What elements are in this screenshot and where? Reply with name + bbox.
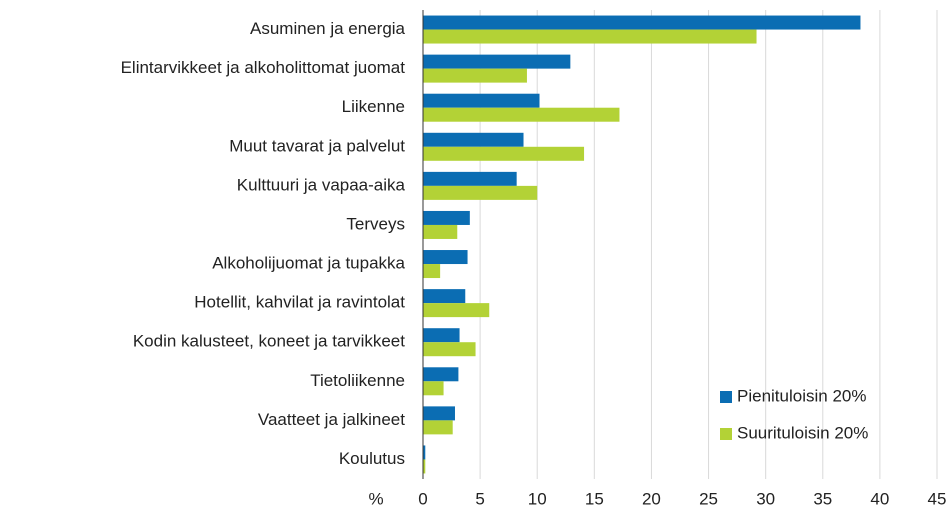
y-tick-label: Elintarvikkeet ja alkoholittomat juomat	[121, 58, 406, 77]
bar	[423, 303, 490, 318]
y-tick-label: Kodin kalusteet, koneet ja tarvikkeet	[133, 332, 405, 351]
x-axis-label: %	[368, 489, 383, 508]
bar	[423, 420, 453, 435]
bar	[423, 381, 444, 396]
bar	[423, 146, 585, 161]
x-tick-label: 0	[418, 489, 427, 508]
legend-label: Pienituloisin 20%	[737, 386, 866, 405]
x-tick-label: 30	[756, 489, 775, 508]
x-tick-label: 25	[699, 489, 718, 508]
bar	[423, 367, 459, 382]
bar	[423, 342, 476, 357]
bar	[423, 250, 468, 265]
x-tick-label: 40	[870, 489, 889, 508]
y-tick-label: Terveys	[346, 214, 405, 233]
bar	[423, 54, 571, 69]
bar	[423, 406, 455, 421]
bar	[423, 132, 524, 147]
bar	[423, 210, 470, 225]
y-tick-label: Koulutus	[339, 449, 405, 468]
bar	[423, 459, 426, 474]
bar	[423, 328, 460, 343]
y-tick-label: Tietoliikenne	[310, 371, 405, 390]
bar	[423, 68, 527, 83]
bar	[423, 107, 620, 122]
x-tick-label: 10	[528, 489, 547, 508]
bar	[423, 289, 466, 304]
bar	[423, 224, 458, 239]
y-tick-label: Liikenne	[342, 97, 405, 116]
y-tick-label: Alkoholijuomat ja tupakka	[212, 254, 405, 273]
bar	[423, 93, 540, 108]
bar	[423, 15, 861, 30]
bar	[423, 445, 426, 460]
y-tick-label: Muut tavarat ja palvelut	[229, 136, 405, 155]
bar	[423, 264, 441, 279]
y-tick-label: Vaatteet ja jalkineet	[258, 410, 405, 429]
bar	[423, 171, 517, 186]
y-tick-label: Asuminen ja energia	[250, 19, 406, 38]
x-tick-label: 45	[928, 489, 947, 508]
legend-swatch	[720, 391, 732, 403]
legend-label: Suurituloisin 20%	[737, 423, 868, 442]
y-tick-label: Hotellit, kahvilat ja ravintolat	[194, 293, 405, 312]
legend-swatch	[720, 428, 732, 440]
bar	[423, 185, 538, 200]
y-tick-label: Kulttuuri ja vapaa-aika	[237, 175, 406, 194]
x-tick-label: 35	[813, 489, 832, 508]
x-tick-label: 15	[585, 489, 604, 508]
x-tick-label: 5	[475, 489, 484, 508]
x-tick-label: 20	[642, 489, 661, 508]
bar	[423, 29, 757, 44]
